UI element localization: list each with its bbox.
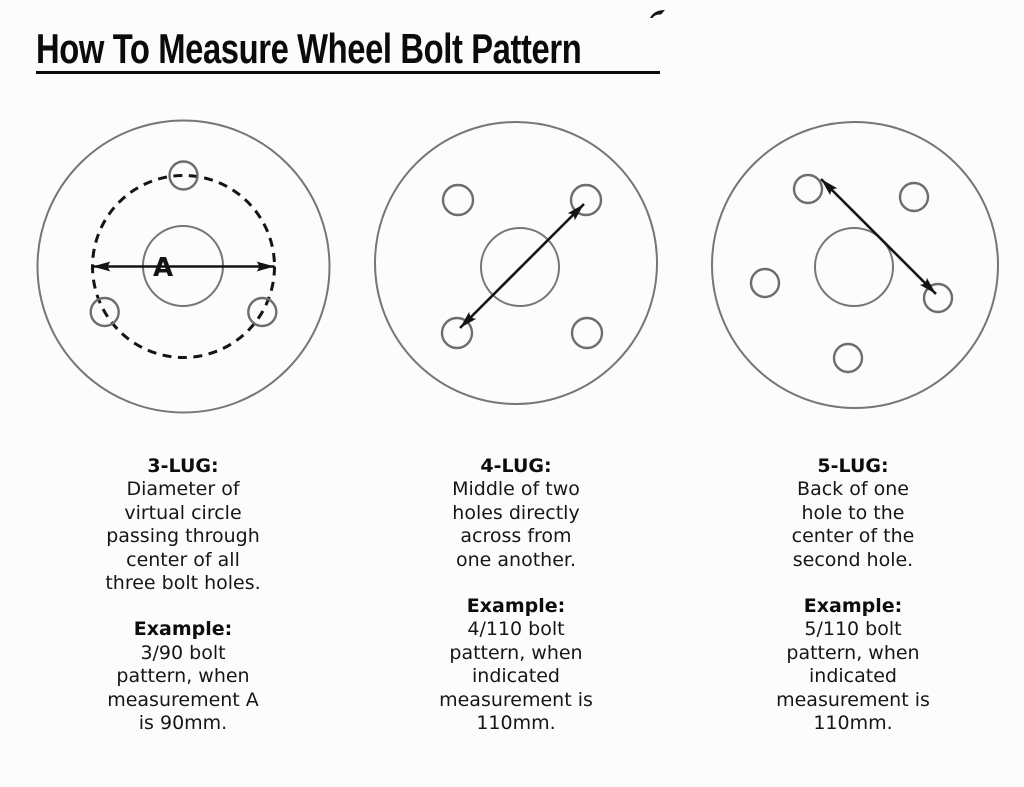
stray-ink-mark-icon bbox=[650, 10, 665, 18]
bolt-hole bbox=[922, 282, 954, 314]
bolt-hole bbox=[89, 296, 120, 328]
lug-column-5: 5-LUG: Back of one hole to the center of… bbox=[741, 455, 965, 735]
example-line: 110mm. bbox=[813, 712, 893, 735]
bolt-hole bbox=[749, 267, 781, 299]
rim-circle bbox=[36, 119, 331, 414]
bolt-hole bbox=[569, 183, 603, 217]
example-line: is 90mm. bbox=[138, 712, 228, 735]
description-line: holes directly bbox=[452, 501, 580, 524]
description-line: second hole. bbox=[792, 548, 914, 571]
example-line: measurement is bbox=[439, 688, 593, 711]
example-heading: Example: bbox=[133, 618, 233, 641]
lug-column-3: 3-LUG: Diameter of virtual circle passin… bbox=[71, 455, 295, 735]
example-line: pattern, when bbox=[116, 665, 250, 688]
lug-column-4: 4-LUG: Middle of two holes directly acro… bbox=[404, 455, 628, 735]
example-line: measurement A bbox=[107, 688, 259, 711]
description-line: Back of one bbox=[797, 478, 909, 501]
example-line: 3/90 bolt bbox=[140, 641, 226, 664]
description-line: one another. bbox=[456, 548, 576, 571]
bolt-hole bbox=[898, 181, 930, 213]
example-line: measurement is bbox=[776, 688, 930, 711]
description-line: virtual circle bbox=[124, 501, 242, 524]
bolt-hole bbox=[570, 316, 604, 350]
example-heading: Example: bbox=[466, 595, 566, 618]
measurement-arrow bbox=[820, 178, 937, 295]
description-line: passing through bbox=[106, 525, 260, 548]
bolt-hole bbox=[441, 183, 475, 217]
example-line: 110mm. bbox=[476, 712, 556, 735]
description-line: Middle of two bbox=[452, 478, 580, 501]
bolt-hole bbox=[832, 342, 864, 374]
example-heading: Example: bbox=[803, 595, 903, 618]
column-spacer bbox=[741, 572, 965, 595]
page-title: How To Measure Wheel Bolt Pattern bbox=[36, 25, 582, 72]
measurement-label-a: A bbox=[153, 253, 173, 283]
description-line: center of all bbox=[126, 548, 240, 571]
example-line: pattern, when bbox=[449, 641, 583, 664]
bolt-hole bbox=[792, 173, 824, 205]
description-line: hole to the bbox=[801, 501, 905, 524]
title-underline bbox=[36, 71, 660, 74]
bolt-hole bbox=[168, 160, 199, 191]
description-line: three bolt holes. bbox=[105, 572, 261, 595]
lug-heading: 5-LUG: bbox=[817, 455, 889, 477]
column-spacer bbox=[404, 572, 628, 595]
rim-circle bbox=[711, 121, 999, 409]
lug-heading: 4-LUG: bbox=[480, 455, 552, 477]
wheel-diagram-4-lug bbox=[374, 121, 658, 405]
bolt-hole bbox=[247, 296, 278, 328]
example-line: 5/110 bolt bbox=[804, 618, 902, 641]
example-line: pattern, when bbox=[786, 641, 920, 664]
wheel-diagram-3-lug: A bbox=[36, 119, 331, 414]
description-line: center of the bbox=[791, 525, 915, 548]
example-line: indicated bbox=[472, 665, 560, 688]
bolt-hole bbox=[440, 316, 474, 350]
wheel-diagram-5-lug bbox=[711, 121, 999, 409]
description-line: across from bbox=[460, 525, 572, 548]
measurement-arrow bbox=[459, 203, 585, 329]
description-line: Diameter of bbox=[126, 478, 240, 501]
lug-heading: 3-LUG: bbox=[147, 455, 219, 477]
rim-circle bbox=[374, 121, 658, 405]
example-line: indicated bbox=[809, 665, 897, 688]
column-spacer bbox=[71, 595, 295, 618]
example-line: 4/110 bolt bbox=[467, 618, 565, 641]
